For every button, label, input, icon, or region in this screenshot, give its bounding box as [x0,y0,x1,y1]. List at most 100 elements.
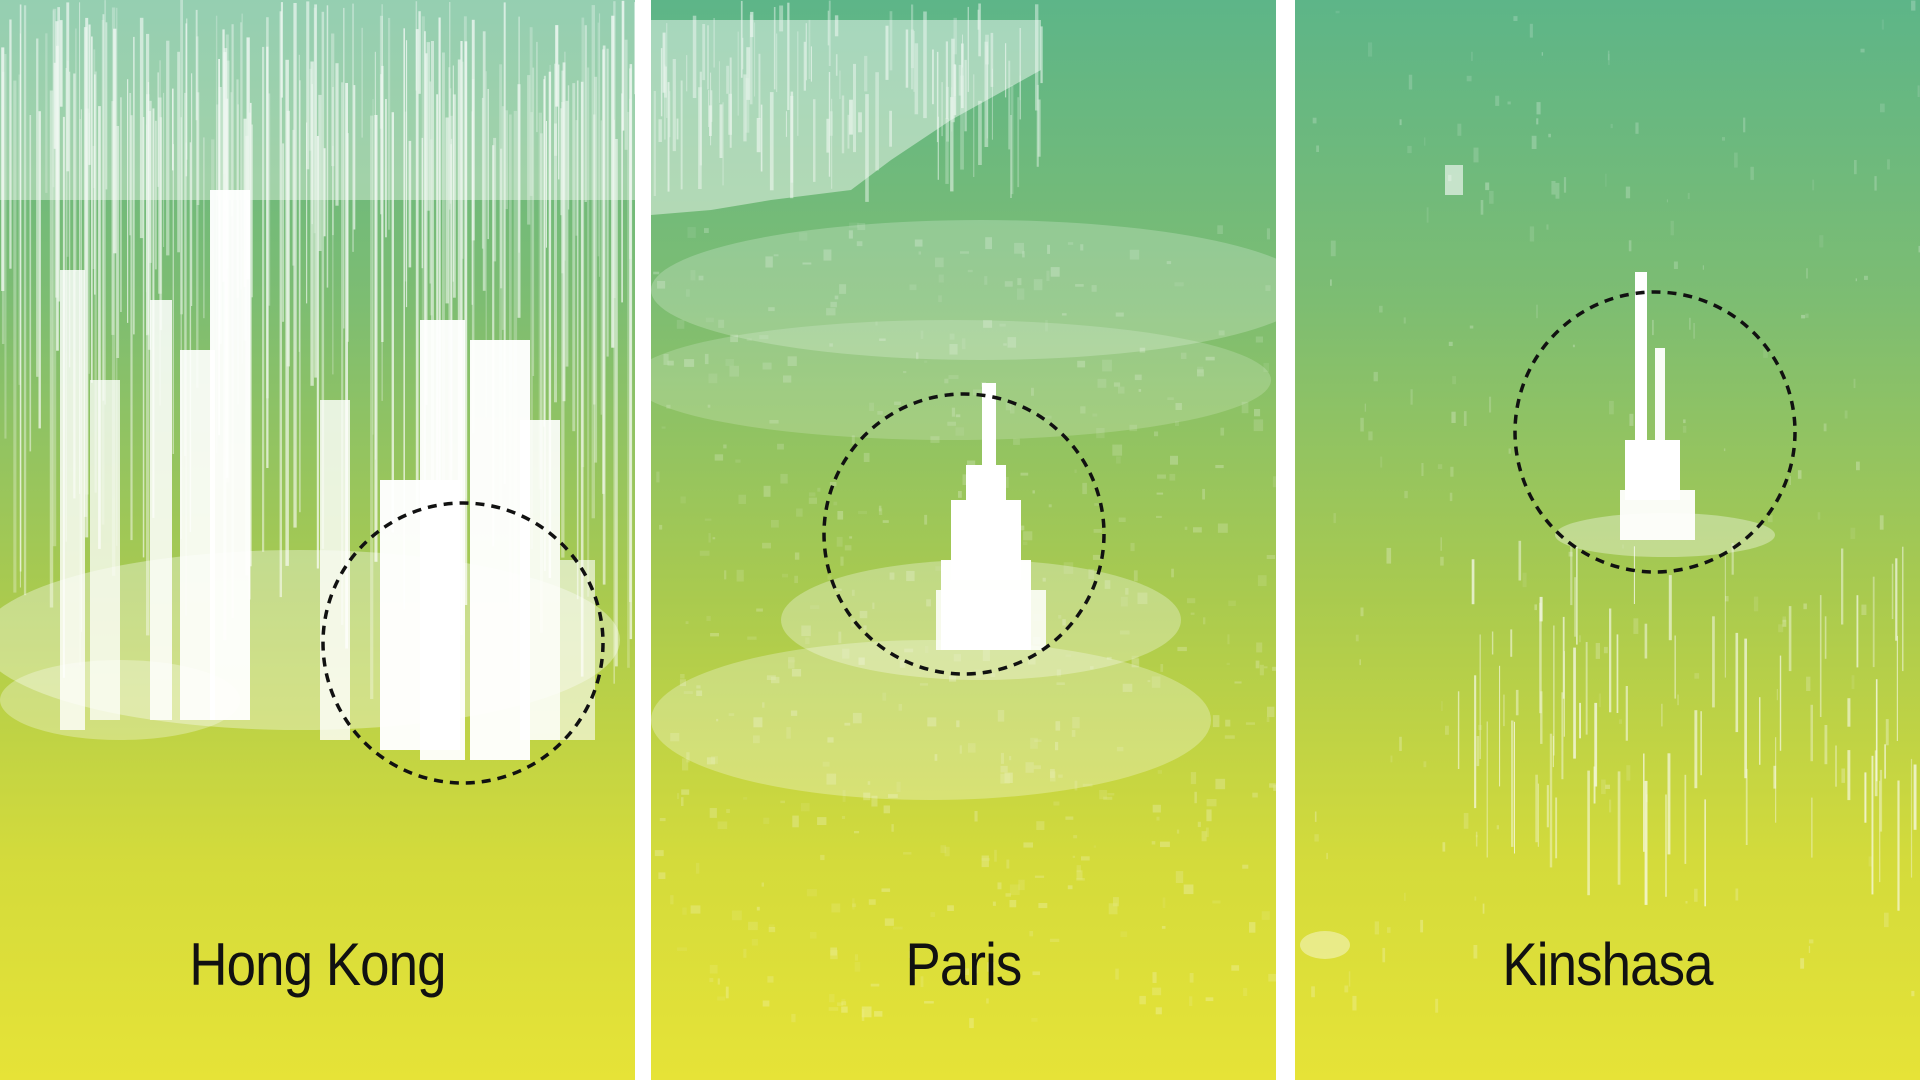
building-stroke [1359,659,1361,666]
building-stroke [808,19,811,79]
building-stroke [1841,548,1844,625]
building-stroke [614,139,618,667]
building-stroke [1576,546,1578,645]
building-stroke [729,57,732,148]
building-stroke [1116,746,1124,752]
building-stroke [981,382,987,387]
building-stroke [1175,421,1180,426]
building-stroke [664,66,667,98]
building-stroke [1137,592,1148,605]
building-stroke [548,71,552,578]
building-stroke [1134,374,1142,381]
building-stroke [1034,875,1045,878]
building-stroke [1421,463,1424,476]
building-stroke [827,10,830,46]
building-stroke [1147,680,1151,683]
building-stroke [1622,544,1624,549]
building-stroke [1750,166,1754,180]
building-stroke [709,964,718,974]
building-stroke [1448,174,1452,182]
building-stroke [1189,973,1194,983]
building-stroke [763,485,771,497]
building-stroke [1018,879,1025,891]
building-stroke [59,20,63,107]
building-stroke [780,473,788,484]
building-stroke [1723,448,1726,452]
building-stroke [1028,658,1036,665]
building-stroke [1880,103,1885,113]
building-stroke [1010,85,1014,195]
building-stroke [1529,23,1533,38]
building-stroke [1228,600,1236,606]
building-stroke [708,373,718,384]
building-stroke [684,359,695,367]
building-stroke [903,371,907,374]
building-stroke [536,41,538,133]
building-stroke [1539,596,1543,622]
building-stroke [756,608,763,612]
building-stroke [844,722,851,726]
building-stroke [154,120,157,270]
building-stroke [692,15,697,99]
building-stroke [421,16,425,601]
building-stroke [740,0,743,78]
building-stroke [658,119,662,142]
building-stroke [1503,694,1505,727]
building-stroke [1702,265,1704,270]
building-stroke [1267,706,1275,718]
building-stroke [485,71,487,418]
building-stroke [1632,464,1635,475]
building-stroke [1399,119,1402,126]
building-stroke [990,673,996,677]
building-stroke [1536,102,1541,115]
building-stroke [1775,737,1777,823]
building-stroke [1031,1018,1038,1022]
building-stroke [159,60,161,406]
building-stroke [973,74,975,177]
building-stroke [1373,371,1378,382]
building-stroke [667,360,674,366]
building-stroke [800,803,810,812]
building-stroke [751,938,758,946]
building-stroke [405,40,408,308]
building-stroke [1410,389,1413,405]
building-stroke [1803,603,1807,610]
building-stroke [878,508,883,515]
building-stroke [1003,343,1007,346]
building-stroke [833,501,838,506]
building-stroke [808,492,816,497]
building-stroke [1911,0,1916,11]
building-stroke [554,123,557,403]
building-stroke [967,6,969,92]
highlight-circle [1513,290,1797,574]
building-stroke [1546,785,1549,828]
building-stroke [1682,425,1687,433]
building-stroke [889,572,895,580]
building-stroke [629,64,633,640]
building-stroke [1668,575,1672,641]
building-stroke [293,3,297,528]
building-stroke [829,994,835,1003]
building-stroke [593,114,596,405]
building-stroke [870,983,880,987]
building-stroke [712,537,716,540]
building-stroke [830,947,837,956]
building-stroke [1255,660,1260,669]
building-stroke [885,25,889,80]
building-stroke [1063,562,1074,574]
building-stroke [1824,725,1828,765]
building-stroke [1684,774,1687,864]
building-stroke [1364,403,1366,412]
building-stroke [743,74,747,142]
building-stroke [1311,986,1315,998]
building-stroke [1073,835,1078,839]
building-stroke [765,256,773,268]
building-stroke [859,610,868,619]
building-stroke [1155,1007,1162,1015]
building-stroke [953,17,957,55]
building-stroke [471,79,475,434]
building-stroke [957,977,961,987]
building-stroke [863,452,870,462]
building-stroke [936,51,939,143]
building-stroke [1046,270,1050,281]
